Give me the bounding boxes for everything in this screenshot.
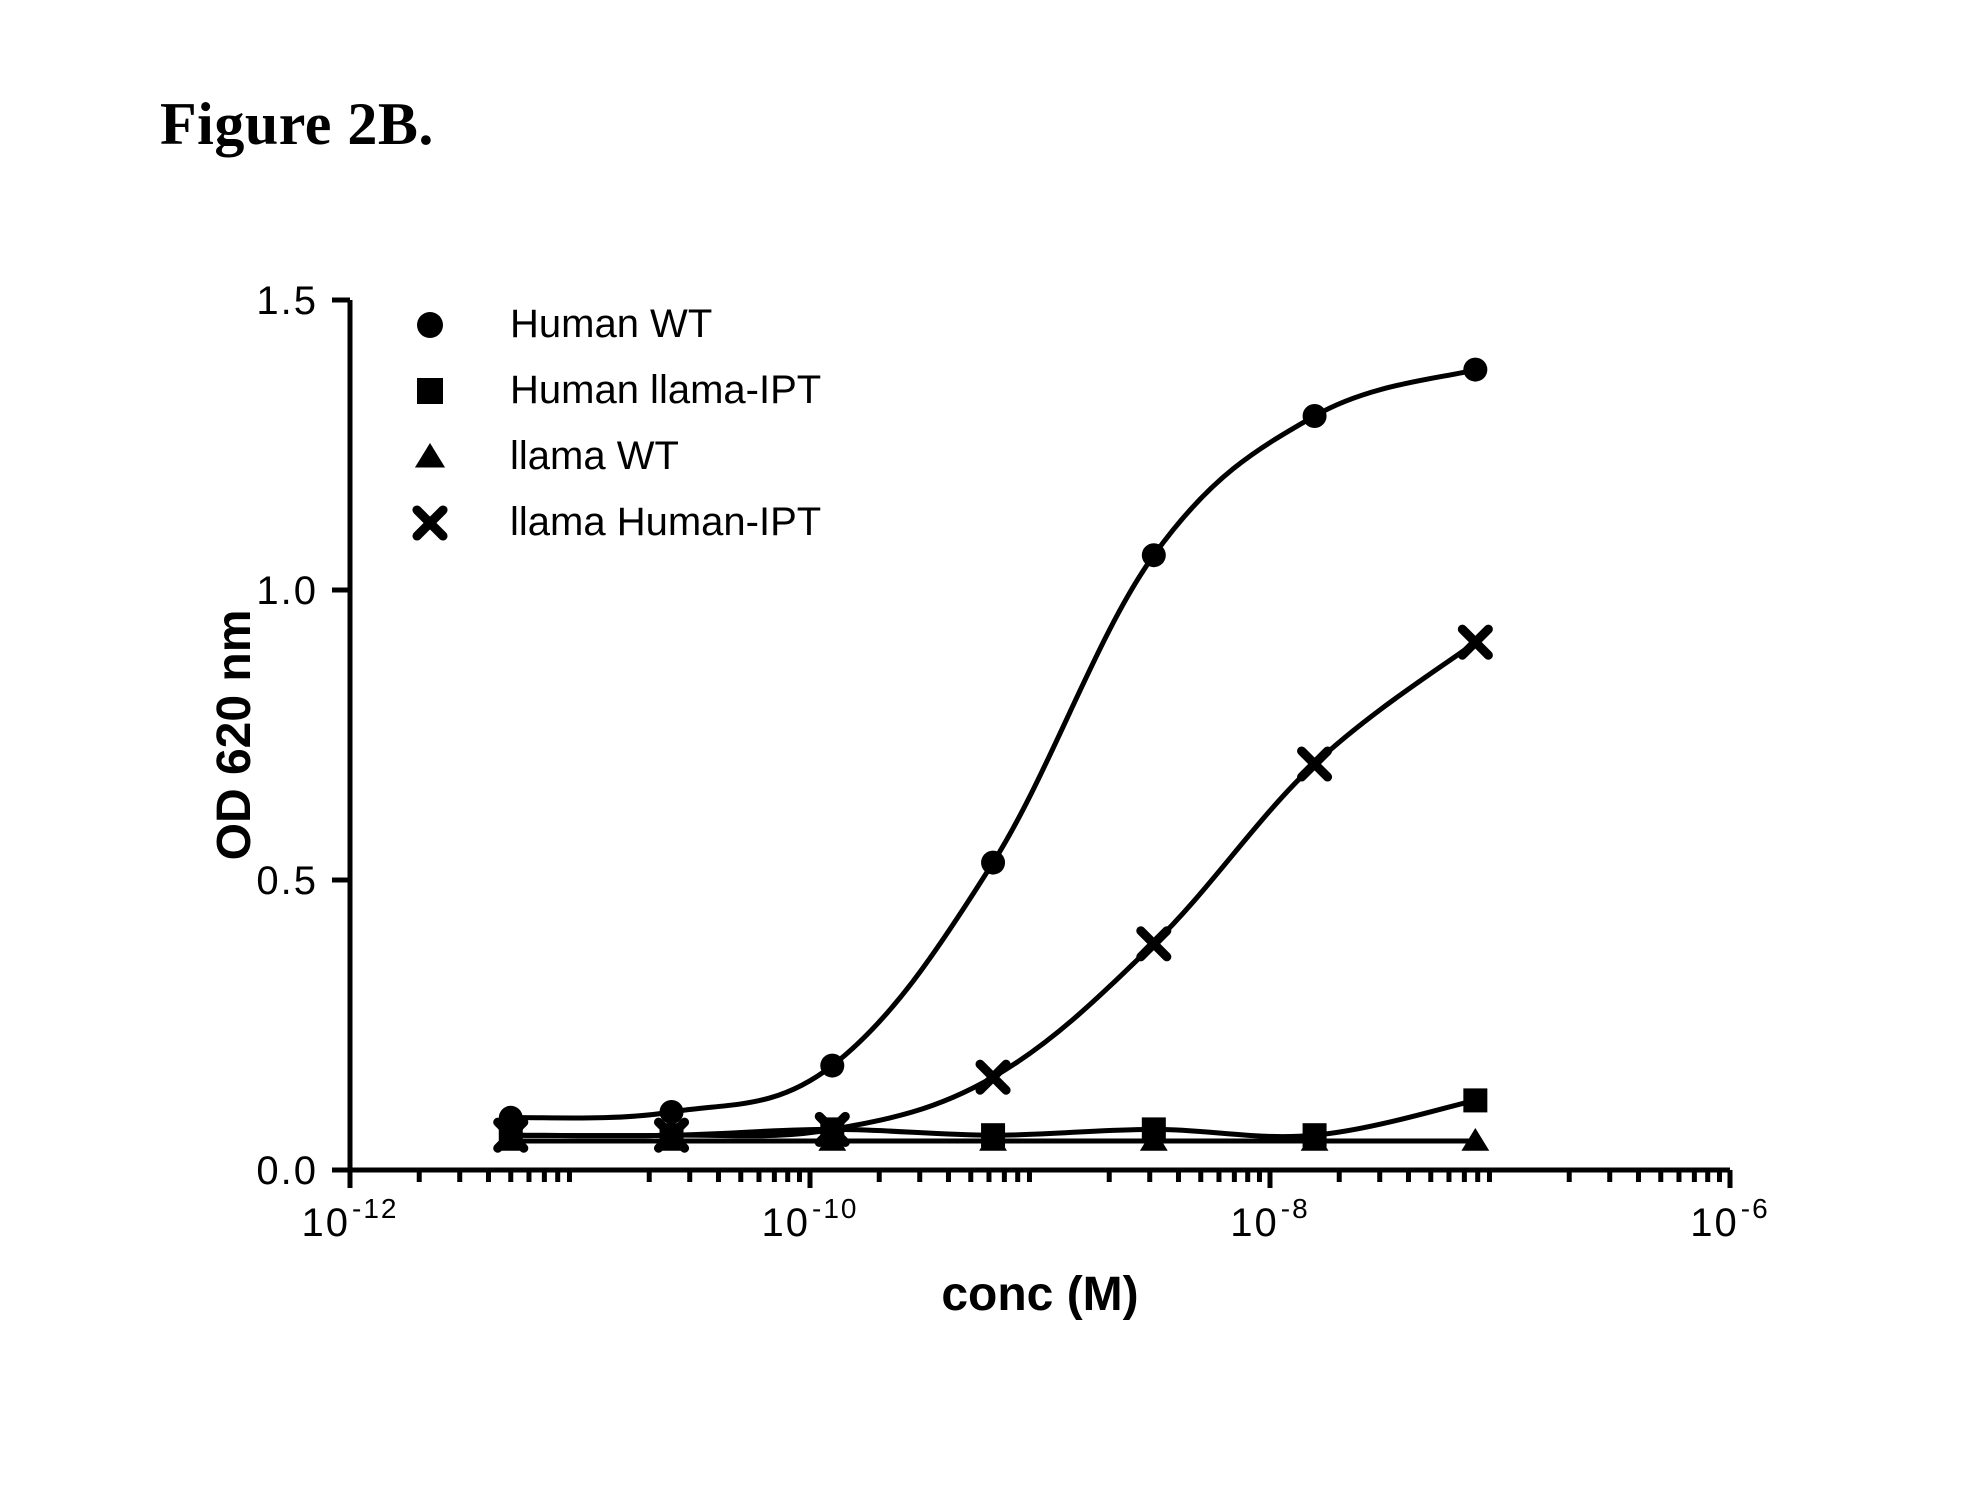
legend-item: llama Human-IPT [417, 500, 821, 544]
legend-item: llama WT [415, 434, 679, 478]
legend-item: Human WT [417, 302, 712, 346]
series-line [511, 642, 1476, 1136]
series-lines [511, 370, 1476, 1141]
y-tick-label: 0.0 [256, 1149, 318, 1193]
y-tick-label: 1.0 [256, 569, 318, 613]
legend-label: llama WT [510, 434, 679, 478]
legend-label: Human WT [510, 302, 712, 346]
legend-item: Human llama-IPT [417, 368, 821, 412]
x-axis-label: conc (M) [941, 1268, 1138, 1321]
series-line [511, 370, 1476, 1118]
legend-label: Human llama-IPT [510, 368, 821, 412]
x-tick-label: 10-8 [1230, 1193, 1309, 1245]
dose-response-chart: 0.0 0.5 1.0 1.5 10-12 10-10 10-8 10-6 OD 620 nm c… [200, 280, 1780, 1380]
figure-title: Figure 2B. [160, 90, 434, 159]
y-tick-label: 1.5 [256, 280, 318, 323]
legend: Human WT Human llama-IPT llama WT llama Hum… [415, 302, 821, 544]
legend-label: llama Human-IPT [510, 500, 821, 544]
y-tick-label: 0.5 [256, 859, 318, 903]
x-tick-label: 10-6 [1690, 1193, 1769, 1245]
x-tick-label: 10-12 [302, 1193, 399, 1245]
y-axis-label: OD 620 nm [208, 610, 261, 861]
x-tick-label: 10-10 [762, 1193, 859, 1245]
